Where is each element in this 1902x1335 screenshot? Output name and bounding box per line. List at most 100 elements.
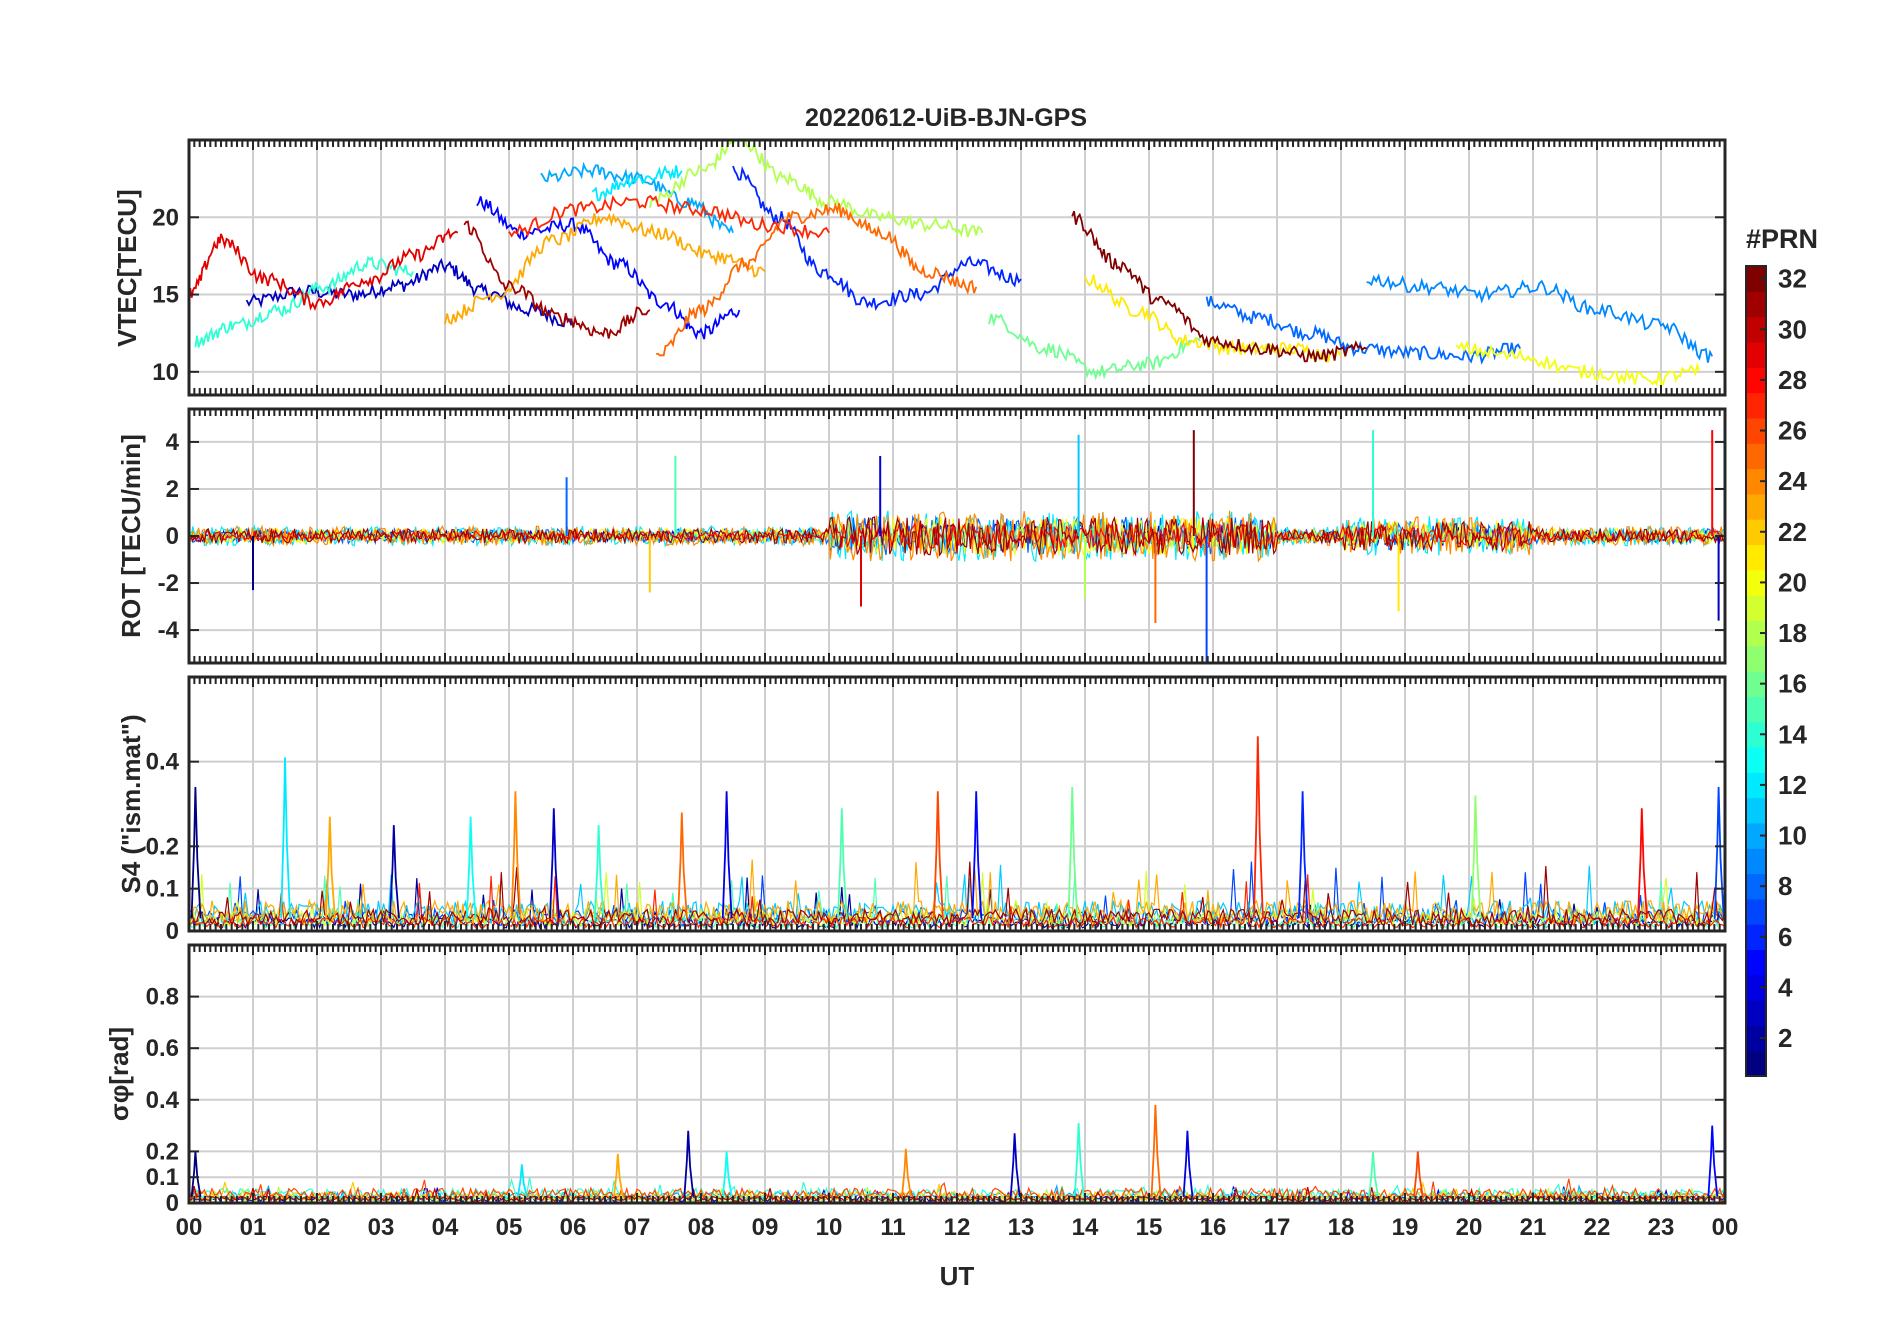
vtec-trace — [1366, 273, 1714, 363]
colorbar-tick-label: 20 — [1778, 567, 1807, 597]
colorbar-tick-label: 24 — [1778, 466, 1807, 496]
colorbar-tick-label: 30 — [1778, 314, 1807, 344]
scint-peak — [837, 808, 848, 919]
scint-peak — [1009, 1133, 1021, 1197]
scint-trace — [189, 861, 1725, 928]
vtec-trace — [444, 212, 766, 326]
vtec-trace — [245, 257, 574, 328]
vtec-trace — [508, 194, 830, 241]
y-tick-label: 10 — [152, 359, 179, 386]
x-tick-label: 00 — [1712, 1214, 1739, 1241]
x-tick-label: 22 — [1584, 1214, 1611, 1241]
scint-peak — [1637, 808, 1648, 919]
colorbar-tick-label: 18 — [1778, 618, 1807, 648]
vtec-trace — [732, 165, 1022, 312]
colorbar-swatch — [1746, 316, 1766, 343]
data-layer — [189, 430, 1724, 663]
colorbar-tick-label: 26 — [1778, 416, 1807, 446]
scint-peak — [1413, 1151, 1424, 1197]
scint-peak — [933, 791, 944, 919]
x-tick-label: 13 — [1008, 1214, 1035, 1241]
colorbar-swatch — [1746, 544, 1766, 571]
scint-peak — [1182, 1130, 1194, 1197]
colorbar-tick-label: 6 — [1778, 922, 1792, 952]
colorbar-swatch — [1746, 1050, 1766, 1077]
scint-peak — [683, 1130, 695, 1197]
scint-peak — [190, 787, 202, 919]
scint-peak — [1253, 736, 1264, 919]
vtec-trace — [1455, 340, 1701, 387]
scint-peak — [613, 1153, 624, 1197]
vtec-trace — [1071, 210, 1367, 363]
colorbar-tick-label: 10 — [1778, 821, 1807, 851]
x-tick-label: 17 — [1264, 1214, 1291, 1241]
rot-trace — [189, 515, 1724, 557]
scint-peak — [901, 1148, 912, 1197]
y-tick-label: 0 — [166, 523, 179, 550]
x-axis-label: UT — [940, 1261, 975, 1291]
scint-peak — [325, 816, 336, 919]
colorbar-swatch — [1746, 493, 1766, 520]
y-tick-label: 0.6 — [146, 1035, 179, 1062]
scint-peak — [280, 757, 292, 919]
y-tick-label: -4 — [158, 617, 180, 644]
y-tick-label: 0 — [166, 918, 179, 945]
colorbar-label: #PRN — [1746, 224, 1818, 254]
colorbar-swatch — [1746, 848, 1766, 875]
scint-peak — [593, 825, 605, 919]
colorbar-swatch — [1746, 974, 1766, 1001]
vtec-trace — [194, 255, 414, 348]
y-tick-label: 20 — [152, 204, 179, 231]
colorbar-swatch — [1746, 671, 1766, 697]
colorbar-tick-label: 16 — [1778, 669, 1807, 699]
sigma-phi-ylabel: σφ[rad] — [104, 1027, 134, 1121]
scint-peak — [721, 1151, 733, 1197]
data-layer — [189, 140, 1714, 387]
y-tick-label: 0 — [166, 1190, 179, 1217]
scint-peak — [1067, 787, 1079, 919]
x-tick-label: 09 — [752, 1214, 779, 1241]
x-tick-label: 03 — [368, 1214, 395, 1241]
colorbar-swatch — [1746, 949, 1766, 976]
scint-peak — [549, 808, 560, 919]
colorbar-tick-label: 12 — [1778, 770, 1807, 800]
x-tick-label: 20 — [1456, 1214, 1483, 1241]
colorbar-swatch — [1746, 746, 1766, 773]
colorbar-swatch — [1746, 696, 1766, 723]
scint-peak — [1713, 787, 1725, 919]
scint-peak — [971, 791, 983, 919]
chart-title: 20220612-UiB-BJN-GPS — [805, 104, 1087, 132]
vtec-trace — [1205, 295, 1521, 365]
y-tick-label: -2 — [158, 570, 179, 597]
colorbar-swatch — [1746, 924, 1766, 951]
colorbar-tick-label: 4 — [1778, 972, 1793, 1002]
x-tick-label: 02 — [304, 1214, 331, 1241]
colorbar-swatch — [1746, 569, 1766, 596]
x-tick-label: 00 — [176, 1214, 203, 1241]
colorbar-swatch — [1746, 443, 1766, 470]
x-tick-label: 16 — [1200, 1214, 1227, 1241]
y-tick-label: 0.1 — [146, 876, 179, 903]
scint-peak — [1368, 1151, 1380, 1197]
colorbar-swatch — [1746, 367, 1766, 394]
colorbar-swatch — [1746, 417, 1766, 444]
vtec-trace — [1084, 274, 1342, 363]
colorbar-swatch — [1746, 797, 1766, 824]
scint-peak — [1150, 1104, 1162, 1197]
rot-panel: -4 -2 0 2 4 — [158, 407, 1727, 665]
colorbar-swatch — [1746, 898, 1766, 925]
y-tick-label: 0.2 — [146, 1138, 179, 1165]
y-tick-label: 0.1 — [146, 1164, 179, 1191]
colorbar-swatch — [1746, 772, 1766, 799]
x-tick-label: 23 — [1648, 1214, 1675, 1241]
s4-ylabel: S4 ("ism.mat") — [116, 714, 146, 893]
colorbar-swatch — [1746, 291, 1766, 318]
colorbar-tick-label: 14 — [1778, 719, 1807, 749]
scint-peak — [721, 791, 733, 919]
colorbar-tick-label: 2 — [1778, 1023, 1792, 1053]
colorbar-swatch — [1746, 721, 1766, 748]
colorbar-swatch — [1746, 620, 1766, 647]
colorbar-swatch — [1746, 1000, 1766, 1026]
